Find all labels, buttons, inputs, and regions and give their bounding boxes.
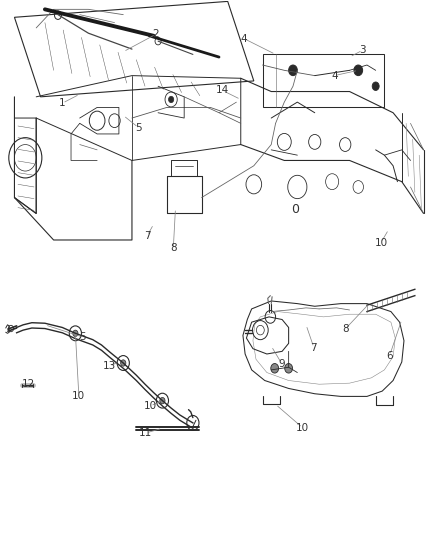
Text: 10: 10	[72, 391, 85, 401]
Text: 7: 7	[311, 343, 317, 353]
Text: 10: 10	[374, 238, 388, 248]
Text: 8: 8	[342, 324, 349, 334]
Text: 5: 5	[135, 123, 142, 133]
Circle shape	[120, 360, 126, 366]
Text: 14: 14	[216, 85, 229, 95]
Circle shape	[169, 96, 174, 103]
Text: 7: 7	[144, 231, 151, 241]
Circle shape	[289, 65, 297, 76]
Text: 10: 10	[144, 401, 157, 411]
Text: 9: 9	[279, 359, 285, 368]
Circle shape	[160, 398, 165, 404]
Text: 5: 5	[79, 332, 86, 342]
Text: 0: 0	[291, 203, 299, 216]
Text: 2: 2	[152, 29, 159, 39]
Text: 4: 4	[331, 70, 338, 80]
Text: 3: 3	[359, 45, 366, 55]
Text: 13: 13	[102, 361, 116, 371]
Text: 10: 10	[296, 423, 309, 433]
Text: 6: 6	[386, 351, 393, 361]
Text: 11: 11	[139, 428, 152, 438]
Circle shape	[73, 330, 78, 336]
Text: 4: 4	[240, 34, 247, 44]
Text: 12: 12	[22, 379, 35, 389]
Text: 1: 1	[59, 98, 66, 108]
Circle shape	[285, 364, 293, 373]
Circle shape	[354, 65, 363, 76]
Circle shape	[372, 82, 379, 91]
Text: 8: 8	[170, 244, 177, 254]
Circle shape	[271, 364, 279, 373]
